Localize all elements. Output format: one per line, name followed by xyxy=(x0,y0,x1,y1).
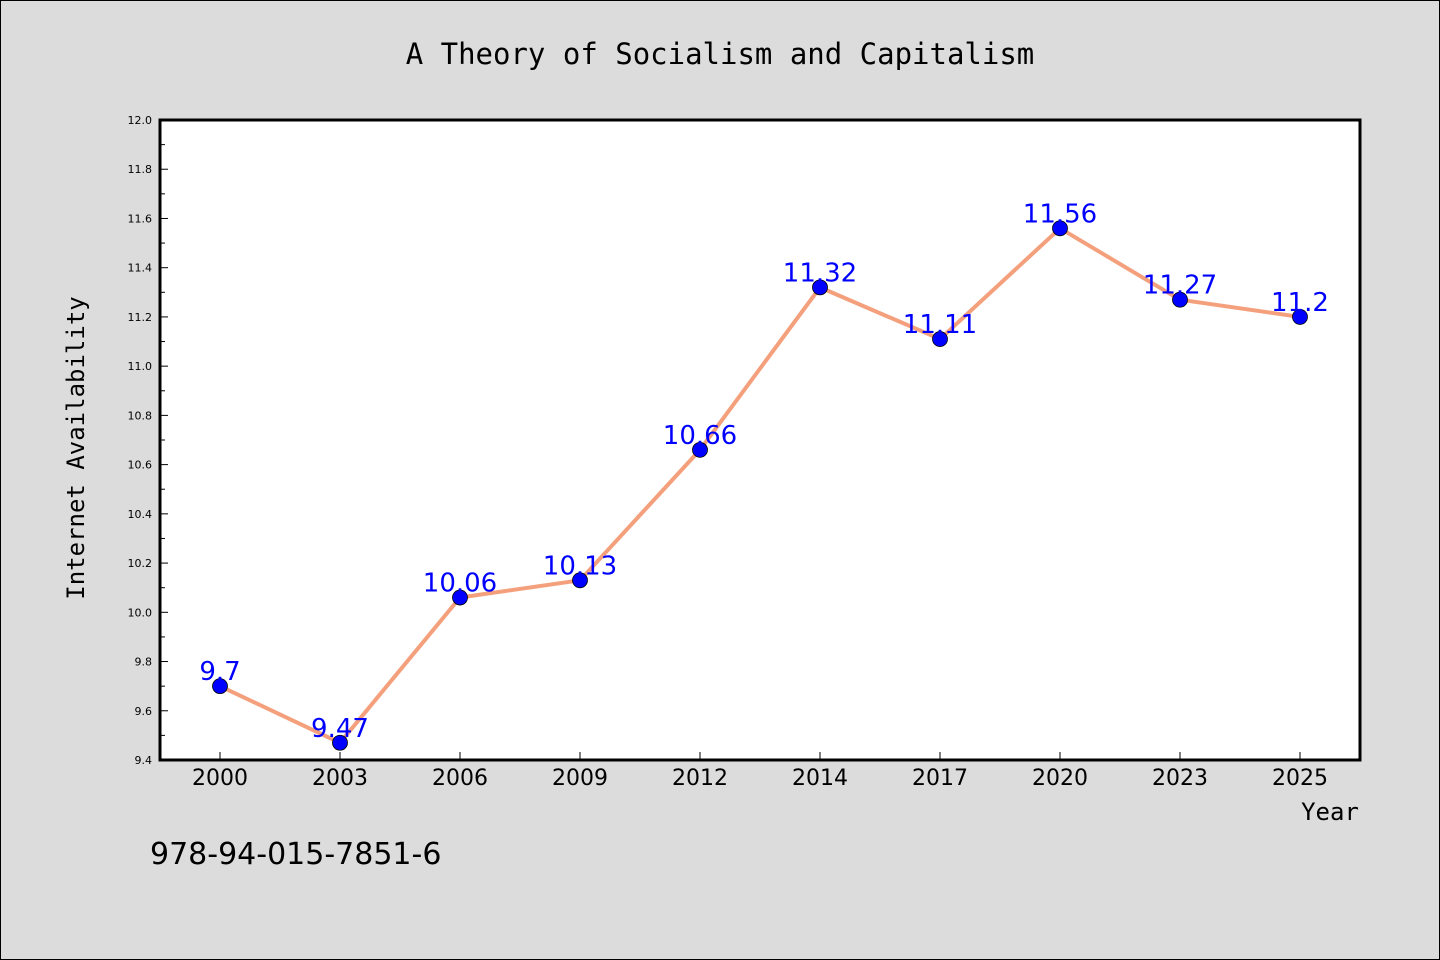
data-label: 10.06 xyxy=(423,569,497,599)
series-line xyxy=(219,226,1301,745)
y-tick-label: 10.6 xyxy=(128,459,153,472)
x-tick-label: 2017 xyxy=(912,766,968,791)
x-axis-label: Year xyxy=(1301,798,1359,826)
data-label: 11.27 xyxy=(1143,271,1217,301)
data-point xyxy=(1172,291,1188,308)
data-point xyxy=(212,678,228,695)
y-tick-label: 12.0 xyxy=(128,114,153,127)
data-label: 11.56 xyxy=(1023,199,1097,229)
x-tick-label: 2020 xyxy=(1032,766,1088,791)
x-tick-label: 2023 xyxy=(1152,766,1208,791)
isbn-text: 978-94-015-7851-6 xyxy=(150,837,441,872)
data-point xyxy=(1052,220,1068,237)
data-label: 9.7 xyxy=(199,657,240,687)
data-point xyxy=(452,589,468,606)
x-tick-label: 2014 xyxy=(792,766,848,791)
y-tick-label: 9.4 xyxy=(135,754,153,767)
data-point xyxy=(812,279,828,296)
data-point xyxy=(1292,309,1308,325)
y-tick-label: 11.4 xyxy=(128,262,153,275)
x-axis: 2000 2003 2006 2009 2012 2014 2017 2020 2023 2025 xyxy=(192,752,1328,791)
y-tick-label: 10.4 xyxy=(128,508,153,521)
y-axis: 9.4 9.6 9.8 10.0 10.2 10.4 10.6 10.8 11.0 11.2 11.… xyxy=(128,114,168,767)
data-labels: 9.7 9.47 10.06 10.13 10.66 11.32 11.11 11.56 11.… xyxy=(199,199,1329,743)
data-point xyxy=(332,734,348,751)
x-tick-label: 2009 xyxy=(552,766,608,791)
y-tick-label: 11.0 xyxy=(128,360,153,373)
y-tick-label: 9.8 xyxy=(135,656,153,669)
y-axis-label: Internet Availability xyxy=(62,296,90,599)
y-tick-label: 10.8 xyxy=(128,409,153,422)
data-label: 11.11 xyxy=(903,310,977,340)
x-tick-label: 2006 xyxy=(432,766,488,791)
y-tick-label: 9.6 xyxy=(135,705,153,718)
data-label: 11.32 xyxy=(783,258,857,288)
y-tick-label: 11.6 xyxy=(128,212,153,225)
data-label: 11.2 xyxy=(1271,288,1329,318)
data-label: 10.13 xyxy=(543,551,617,581)
data-label: 9.47 xyxy=(311,714,369,744)
data-point xyxy=(692,441,708,458)
chart-title: A Theory of Socialism and Capitalism xyxy=(406,37,1035,71)
x-tick-label: 2012 xyxy=(672,766,728,791)
y-tick-label: 10.0 xyxy=(128,606,153,619)
x-tick-label: 2003 xyxy=(312,766,368,791)
series-markers xyxy=(212,220,1308,751)
x-tick-label: 2000 xyxy=(192,766,248,791)
data-label: 10.66 xyxy=(663,421,737,451)
y-tick-label: 11.8 xyxy=(128,163,153,176)
data-point xyxy=(572,572,588,589)
plot-area xyxy=(158,118,1362,762)
y-tick-label: 10.2 xyxy=(128,557,153,570)
y-tick-label: 11.2 xyxy=(128,311,153,324)
data-point xyxy=(932,331,948,347)
x-tick-label: 2025 xyxy=(1272,766,1328,791)
